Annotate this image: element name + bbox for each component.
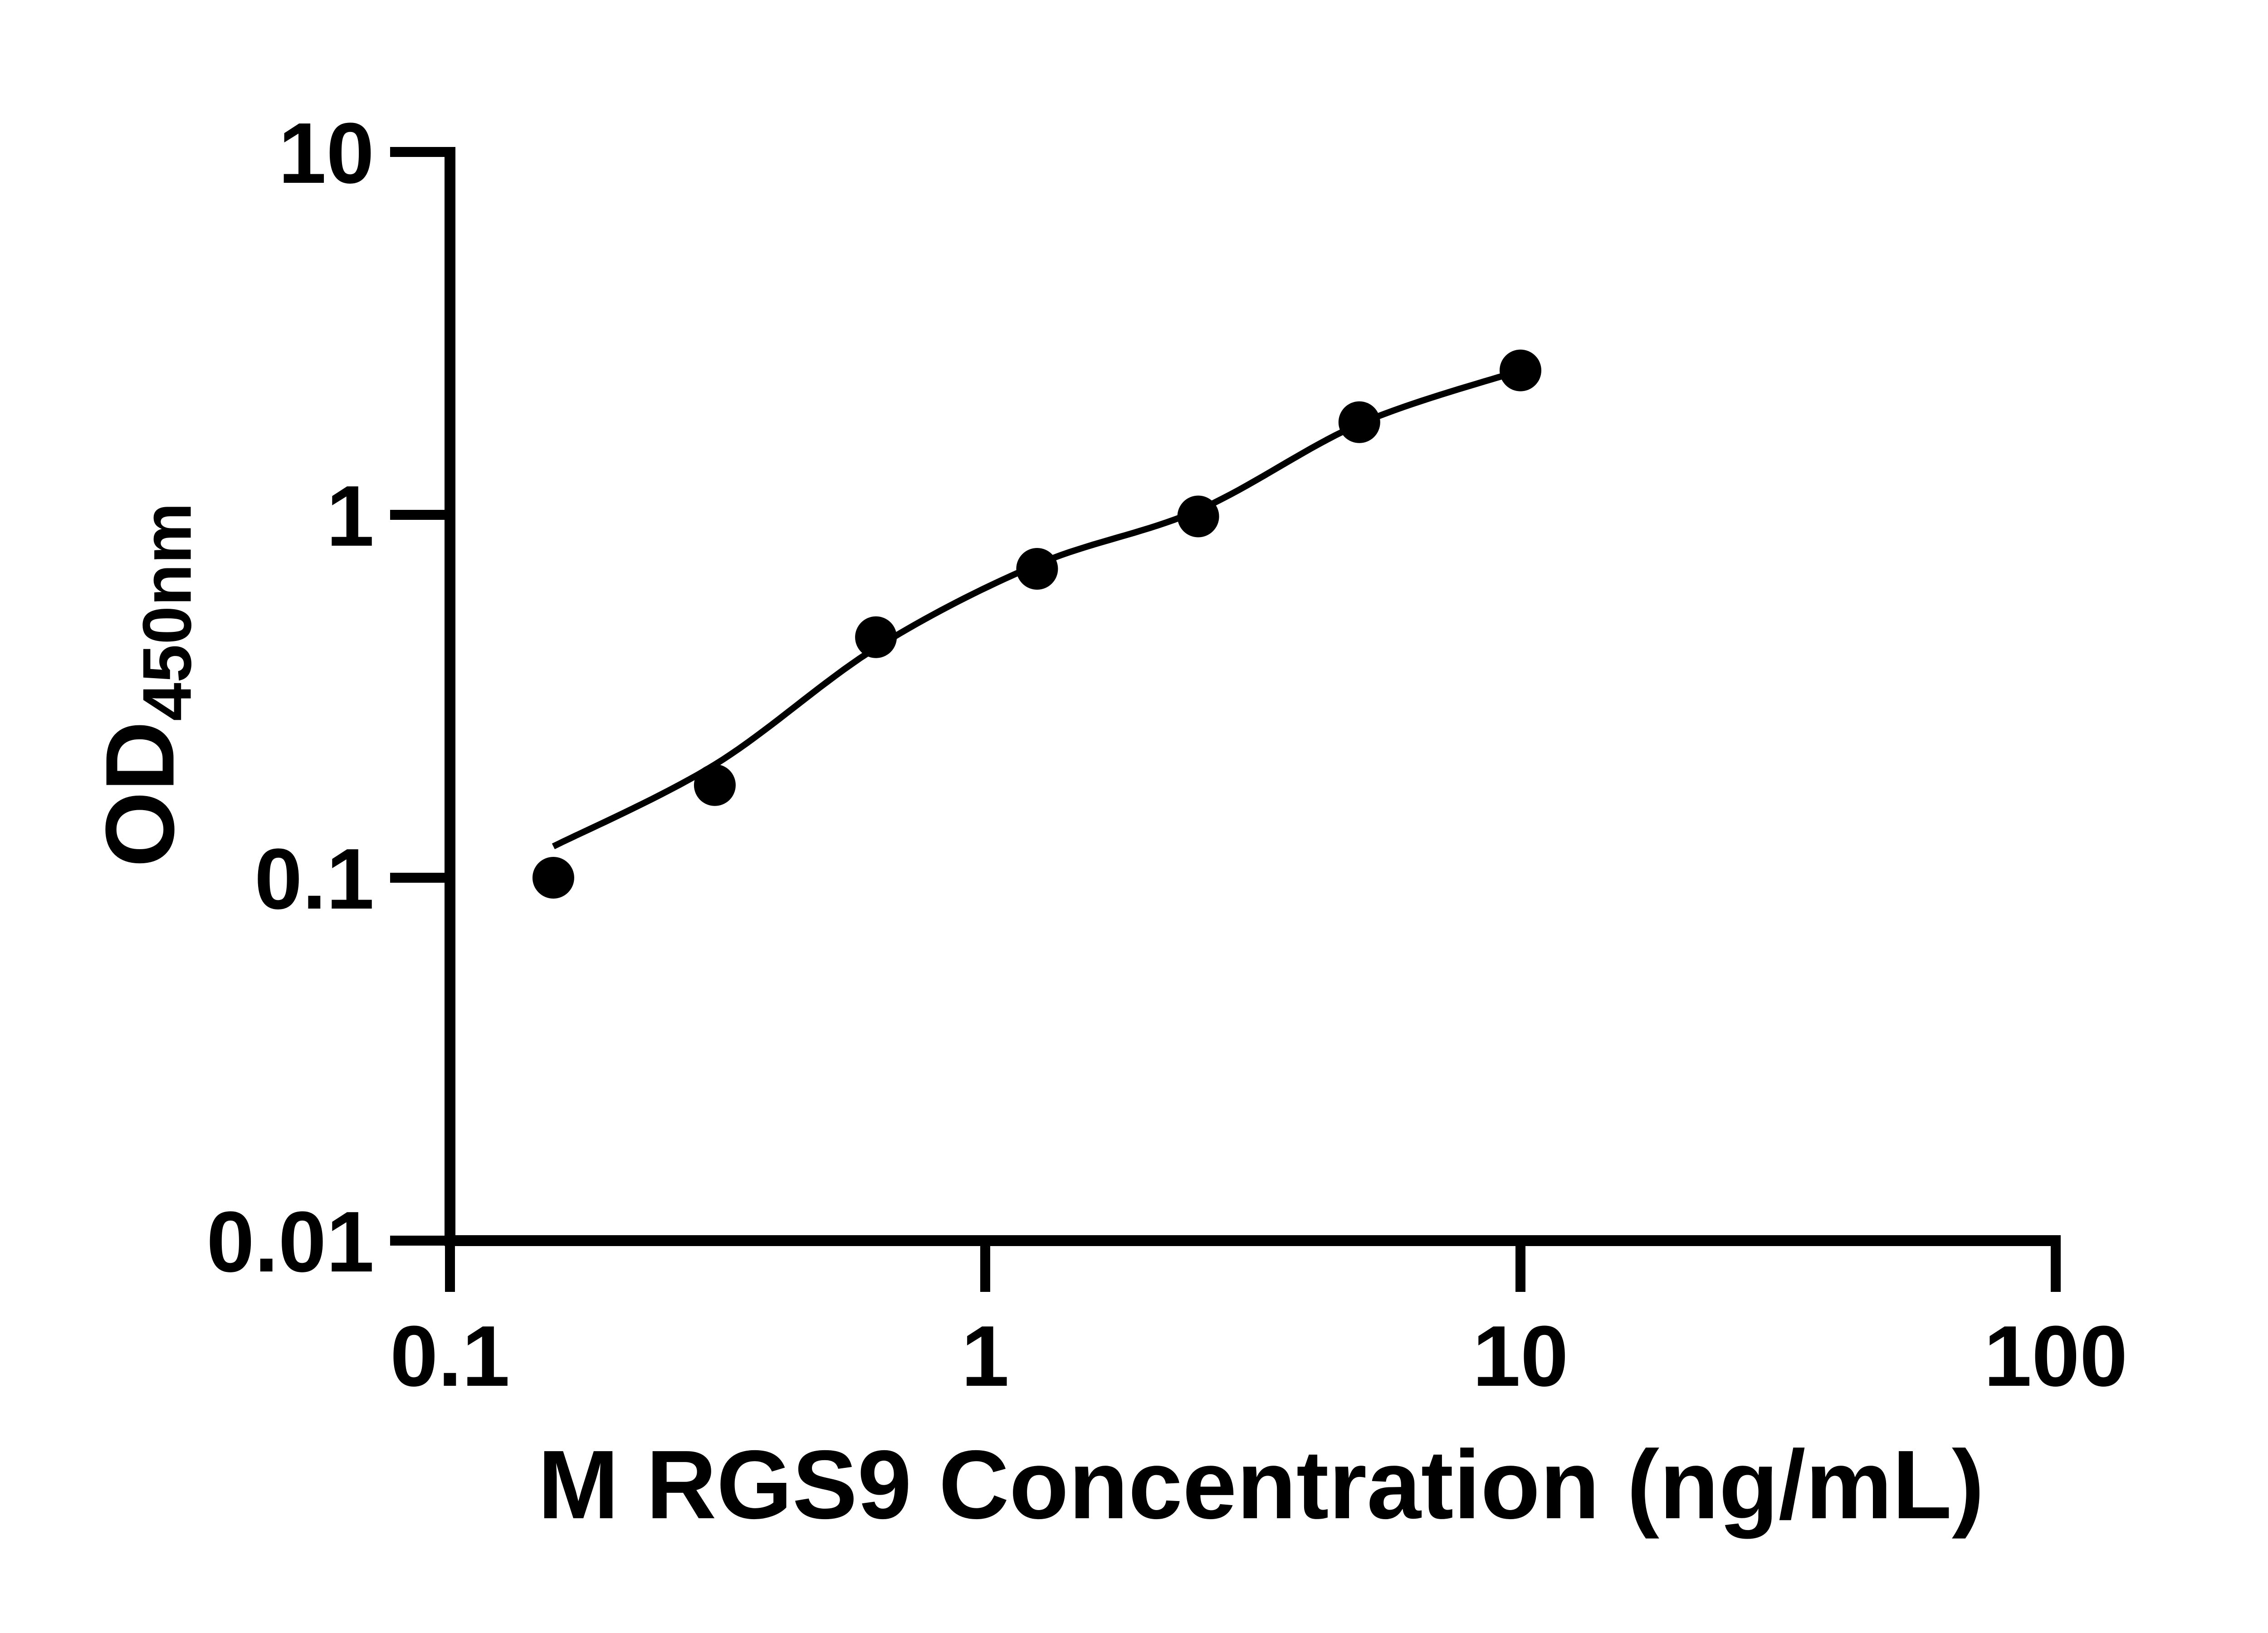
data-point-marker [1177,495,1219,538]
y-tick-label: 1 [326,468,374,564]
y-axis-title-subscript: 450nm [128,502,206,721]
data-point-marker [532,857,574,899]
y-tick-label: 0.01 [206,1194,374,1290]
x-tick-label: 100 [1984,1308,2127,1404]
data-point-marker [1338,401,1380,443]
x-tick-label: 10 [1472,1308,1568,1404]
y-tick-label: 10 [279,105,374,201]
x-axis-title: M RGS9 Concentration (ng/mL) [538,1436,1984,1533]
y-axis-title: OD450nm [85,503,206,867]
data-point-marker [855,616,897,658]
data-point-marker [694,764,736,806]
x-tick-label: 0.1 [390,1308,510,1404]
x-tick-label: 1 [961,1308,1009,1404]
y-axis-title-main: OD [85,721,195,868]
y-tick-label: 0.1 [254,831,374,927]
data-point-marker [1500,349,1541,391]
data-point-marker [1016,548,1058,590]
x-axis-title-text: M RGS9 Concentration (ng/mL) [538,1430,1984,1539]
plot-area [532,349,1541,899]
